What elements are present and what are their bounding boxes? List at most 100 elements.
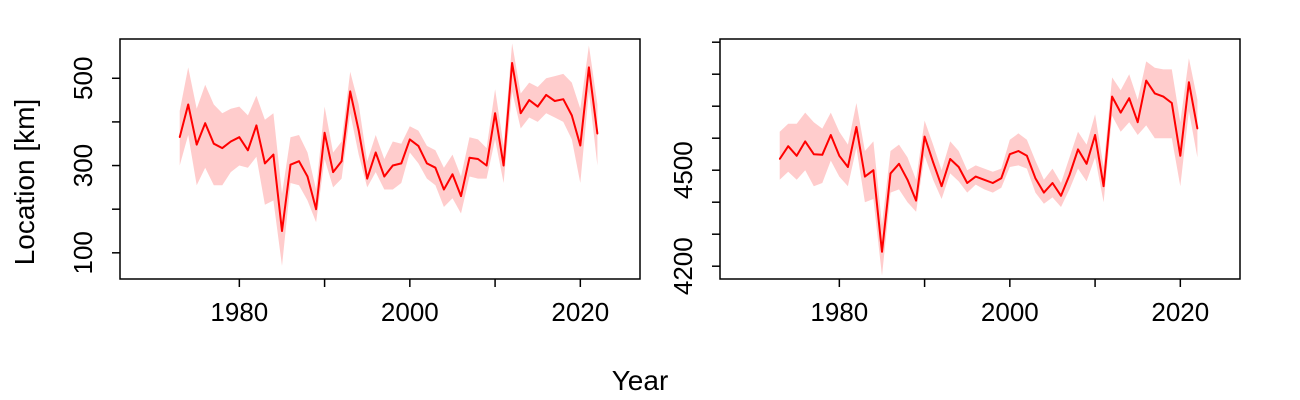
data-point <box>1136 121 1139 123</box>
data-point <box>1145 79 1147 82</box>
data-point <box>332 171 334 173</box>
data-point <box>289 163 292 166</box>
plot-frame <box>119 38 641 280</box>
data-point <box>247 149 249 152</box>
data-point <box>571 114 573 117</box>
data-point <box>400 162 403 165</box>
data-point <box>468 156 471 159</box>
y-tick-label: 4200 <box>668 237 698 295</box>
data-point <box>1051 182 1054 184</box>
data-point <box>536 105 539 108</box>
data-point <box>1068 174 1071 176</box>
data-point <box>992 182 994 184</box>
x-tick-label: 2000 <box>381 297 439 327</box>
data-point <box>511 62 513 64</box>
data-point <box>195 143 198 146</box>
data-point <box>1154 92 1156 95</box>
data-point <box>460 195 462 197</box>
data-point <box>357 129 360 132</box>
data-point <box>315 208 317 210</box>
data-point <box>1196 127 1199 130</box>
data-point <box>1017 150 1020 152</box>
left-chart-panel: 1980 2000 2020 100 300 500 <box>68 38 641 327</box>
data-point <box>915 199 917 202</box>
series-line <box>178 62 599 232</box>
data-point <box>940 185 943 187</box>
data-point <box>221 147 224 149</box>
data-point <box>821 154 824 156</box>
data-point <box>264 162 266 165</box>
data-point <box>409 138 411 141</box>
data-point <box>392 164 394 167</box>
x-tick-label: 1980 <box>210 297 268 327</box>
data-point <box>872 169 875 171</box>
x-tick-label: 2020 <box>551 297 609 327</box>
data-point <box>596 132 599 135</box>
data-point <box>494 112 496 114</box>
data-point <box>906 179 909 181</box>
data-point <box>847 166 849 168</box>
data-point <box>787 145 789 147</box>
right-chart-panel: 1980 2000 2020 4200 4500 <box>668 38 1241 327</box>
data-point <box>889 172 892 175</box>
data-point <box>349 90 352 93</box>
data-point <box>778 158 781 160</box>
data-point <box>562 98 565 100</box>
data-point <box>1111 95 1113 98</box>
data-point <box>502 164 505 167</box>
data-point <box>255 124 258 127</box>
x-tick-label: 2020 <box>1151 297 1209 327</box>
data-point <box>1188 81 1190 83</box>
x-tick-label: 1980 <box>810 297 868 327</box>
data-point <box>1094 134 1096 136</box>
data-point <box>579 144 582 147</box>
data-point <box>187 103 189 106</box>
x-axis-title: Year <box>612 365 669 396</box>
data-point <box>434 166 437 169</box>
data-point <box>1077 148 1079 151</box>
data-point <box>1171 102 1173 104</box>
data-point <box>374 151 377 154</box>
data-point <box>1026 155 1028 157</box>
data-point <box>1162 95 1165 98</box>
data-point <box>966 182 968 184</box>
data-point <box>204 122 206 124</box>
data-point <box>923 135 926 138</box>
data-point <box>1009 153 1011 155</box>
y-axis-title: Location [km] <box>9 99 40 266</box>
data-point <box>554 100 556 102</box>
data-point <box>340 160 343 162</box>
data-point <box>1043 191 1045 194</box>
data-point <box>855 126 858 128</box>
plot-frame <box>719 38 1241 280</box>
data-point <box>949 158 951 160</box>
data-point <box>830 134 832 136</box>
y-tick-label: 300 <box>68 144 98 187</box>
data-point <box>519 112 522 114</box>
data-point <box>1000 177 1003 179</box>
confidence-band <box>179 43 598 266</box>
y-tick-label: 100 <box>68 231 98 274</box>
data-point <box>898 163 900 165</box>
data-point <box>477 158 479 160</box>
data-point <box>1085 163 1088 165</box>
data-point <box>238 136 241 138</box>
data-point <box>272 153 275 156</box>
data-point <box>983 179 986 181</box>
data-point <box>881 251 883 253</box>
data-point <box>588 66 590 69</box>
series-line <box>778 79 1199 253</box>
data-point <box>383 175 386 178</box>
data-point <box>366 177 369 180</box>
data-point <box>545 94 547 96</box>
y-tick-label: 500 <box>68 57 98 100</box>
data-point <box>213 142 215 145</box>
data-point <box>306 175 309 178</box>
data-point <box>1128 97 1130 99</box>
data-point <box>426 162 428 165</box>
data-point <box>864 175 866 178</box>
data-point <box>974 175 977 178</box>
data-point <box>443 188 445 191</box>
data-point <box>451 173 454 176</box>
